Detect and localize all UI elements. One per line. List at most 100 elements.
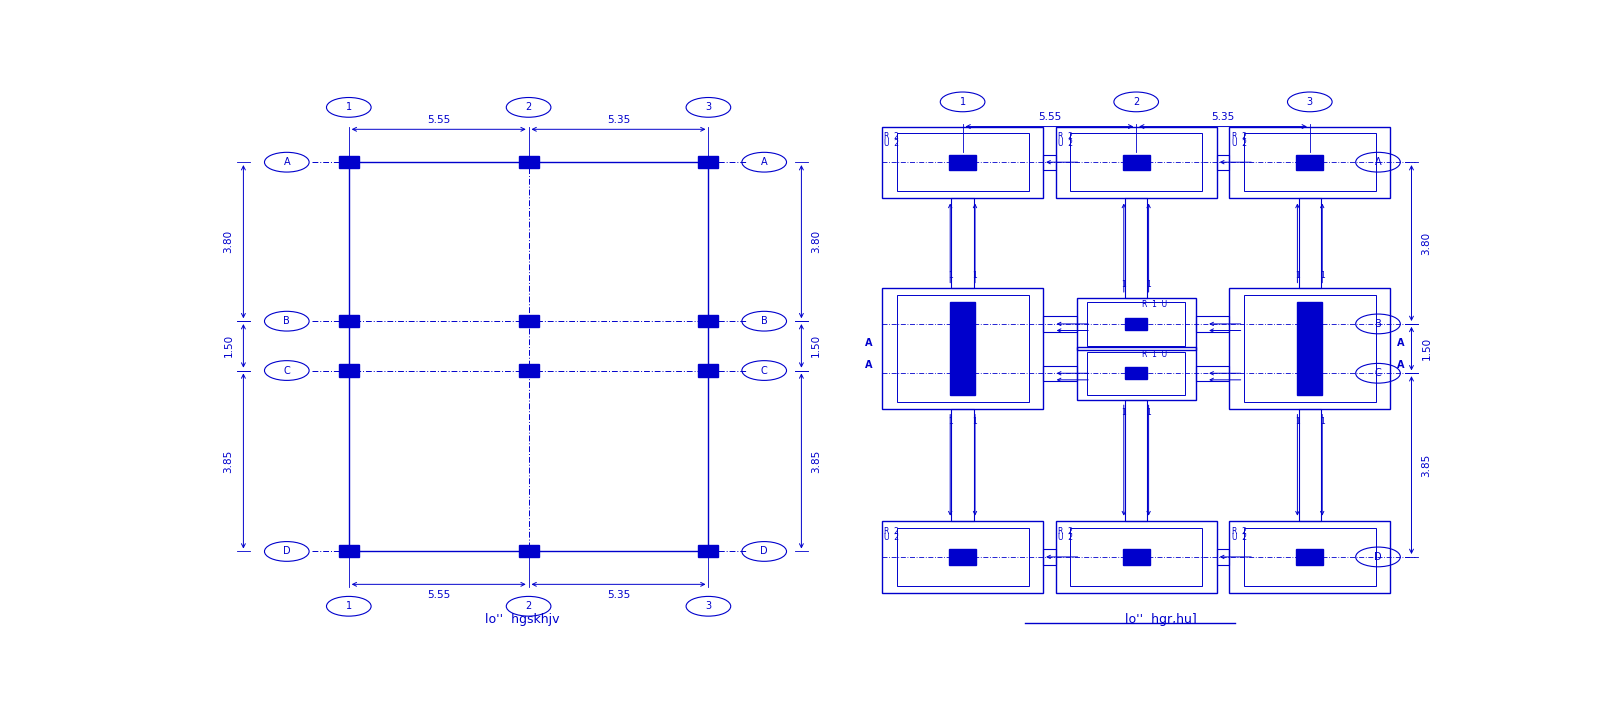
Bar [896, 295, 1029, 402]
Text: R  1  U: R 1 U [1142, 300, 1168, 309]
Text: 1: 1 [947, 271, 952, 280]
Bar [339, 365, 358, 377]
Bar [1043, 549, 1056, 565]
Text: 1: 1 [973, 417, 978, 426]
Bar [882, 521, 1043, 592]
Bar [1088, 352, 1186, 395]
Bar [1043, 155, 1056, 170]
Bar [952, 409, 974, 521]
Text: 1: 1 [1122, 281, 1126, 289]
Text: A: A [864, 360, 872, 370]
Text: 1: 1 [960, 97, 966, 107]
Bar [1298, 302, 1322, 395]
Text: B: B [283, 316, 290, 326]
Bar [1056, 127, 1216, 198]
Bar [950, 302, 974, 395]
Text: 3: 3 [706, 103, 712, 112]
Text: 3.85: 3.85 [224, 449, 234, 473]
Text: 1.50: 1.50 [811, 335, 821, 357]
Text: 1: 1 [1122, 408, 1126, 417]
Text: A: A [1397, 338, 1405, 348]
Text: 3: 3 [1307, 97, 1314, 107]
Text: A: A [1374, 157, 1381, 167]
Text: 5.35: 5.35 [606, 115, 630, 125]
Bar [1123, 155, 1150, 170]
Text: 1: 1 [947, 417, 952, 426]
Bar [1243, 133, 1376, 192]
Text: 5.55: 5.55 [427, 590, 450, 600]
Bar [699, 545, 718, 557]
Text: 1: 1 [1320, 417, 1325, 426]
Bar [518, 315, 539, 328]
Text: U  2: U 2 [1058, 533, 1074, 543]
Bar [339, 545, 358, 557]
Text: R  2: R 2 [1232, 527, 1246, 535]
Bar [518, 156, 539, 168]
Text: 1: 1 [1146, 408, 1150, 417]
Bar [1229, 521, 1390, 592]
Text: A: A [283, 157, 290, 167]
Text: D: D [1374, 552, 1382, 562]
Bar [1123, 549, 1150, 565]
Bar [952, 198, 974, 288]
Bar [1195, 365, 1229, 381]
Text: 1: 1 [346, 103, 352, 112]
Bar [1070, 528, 1202, 586]
Text: R  2: R 2 [885, 132, 899, 141]
Text: U  2: U 2 [1058, 139, 1074, 147]
Bar [518, 365, 539, 377]
Text: 1: 1 [1146, 281, 1150, 289]
Bar [1195, 316, 1229, 332]
Text: A: A [1397, 360, 1405, 370]
Bar [1125, 399, 1147, 521]
Bar [1229, 288, 1390, 409]
Text: D: D [283, 546, 291, 557]
Bar [1218, 549, 1229, 565]
Text: 1.50: 1.50 [224, 335, 234, 357]
Text: A: A [762, 157, 768, 167]
Bar [1056, 521, 1216, 592]
Text: 2: 2 [525, 601, 531, 612]
Text: R  2: R 2 [1232, 132, 1246, 141]
Bar [1296, 155, 1323, 170]
Text: 1.50: 1.50 [1421, 337, 1432, 360]
Text: U  2: U 2 [885, 533, 899, 543]
Bar [1299, 409, 1322, 521]
Bar [1125, 318, 1147, 330]
Bar [1229, 127, 1390, 198]
Text: 3.80: 3.80 [1421, 231, 1432, 255]
Bar [1043, 316, 1077, 332]
Bar [882, 288, 1043, 409]
Text: 2: 2 [1133, 97, 1139, 107]
Text: 1: 1 [1320, 271, 1325, 280]
Text: C: C [762, 365, 768, 375]
Bar [1125, 198, 1147, 298]
Text: 3.85: 3.85 [811, 449, 821, 473]
Bar [1296, 549, 1323, 565]
Text: 1: 1 [346, 601, 352, 612]
Text: R  2: R 2 [1058, 527, 1074, 535]
Text: C: C [283, 365, 290, 375]
Text: 3.85: 3.85 [1421, 454, 1432, 477]
Text: 2: 2 [525, 103, 531, 112]
Bar [1088, 303, 1186, 345]
Text: lo''  hgr,hu]: lo'' hgr,hu] [1125, 614, 1197, 627]
Text: 5.55: 5.55 [1038, 112, 1061, 122]
Text: D: D [760, 546, 768, 557]
Bar [1243, 528, 1376, 586]
Bar [1243, 295, 1376, 402]
Text: A: A [864, 338, 872, 348]
Text: B: B [1374, 319, 1381, 329]
Text: B: B [762, 316, 768, 326]
Bar [339, 156, 358, 168]
Text: R  2: R 2 [885, 527, 899, 535]
Text: 5.55: 5.55 [427, 115, 450, 125]
Bar [518, 545, 539, 557]
Text: U  2: U 2 [1232, 533, 1246, 543]
Bar [1070, 133, 1202, 192]
Text: R  1  U: R 1 U [1142, 350, 1168, 359]
Bar [1077, 298, 1195, 350]
Bar [1299, 198, 1322, 288]
Bar [882, 127, 1043, 198]
Bar [949, 155, 976, 170]
